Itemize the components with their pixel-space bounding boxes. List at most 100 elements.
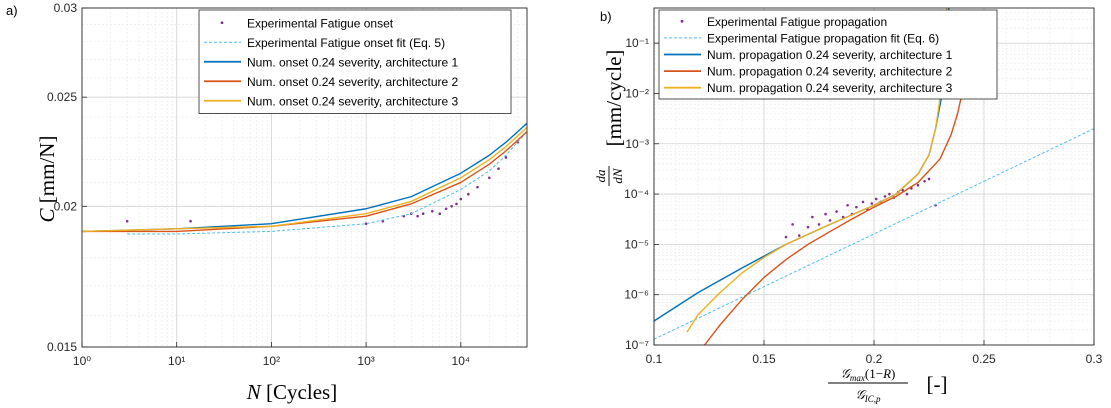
- legend-entry: Num. onset 0.24 severity, architecture 3: [204, 94, 459, 108]
- panel-b-ylabel: da dN [mm/cycle]: [593, 50, 626, 186]
- legend-entry: Num. propagation 0.24 severity, architec…: [664, 81, 953, 95]
- series-2-line: [654, 128, 1094, 340]
- data-point: [824, 212, 827, 216]
- data-point: [883, 195, 887, 198]
- data-point: [189, 219, 192, 223]
- data-point: [444, 207, 448, 211]
- y-tick-label: 10⁻⁵: [624, 237, 649, 251]
- x-tick-label: 0.2: [866, 352, 883, 366]
- svg-text:𝒢max(1−R): 𝒢max(1−R): [841, 366, 896, 383]
- panel-a: a) 10⁰ 10¹ 10² 10³ 10⁴ 0.015 0.02 0.025 0.03 N […: [6, 1, 528, 404]
- panel-a-ylabel: C [mm/N]: [35, 136, 59, 223]
- x-tick-label: 0.25: [972, 352, 996, 366]
- y-tick-label: 0.03: [54, 1, 78, 15]
- data-point: [497, 167, 500, 170]
- data-point: [846, 203, 849, 207]
- legend-entry: Num. propagation 0.24 severity, architec…: [664, 65, 953, 79]
- data-point: [905, 192, 909, 196]
- legend-label: Num. propagation 0.24 severity, architec…: [707, 65, 953, 79]
- legend-entry: Experimental Fatigue onset: [220, 16, 394, 30]
- panel-a-frame: [81, 7, 528, 348]
- x-tick-label: 0.15: [752, 352, 776, 366]
- data-point: [817, 223, 821, 226]
- data-point: [923, 179, 926, 183]
- data-point: [784, 235, 788, 239]
- y-tick-label: 0.015: [47, 340, 77, 354]
- y-tick-label: 0.025: [47, 90, 77, 104]
- svg-text:[-]: [-]: [927, 372, 948, 396]
- data-point: [870, 202, 874, 205]
- x-tick-label: 10²: [263, 354, 280, 368]
- data-point: [430, 209, 434, 213]
- y-tick-label: 10⁻¹: [625, 36, 649, 50]
- data-point: [916, 183, 920, 187]
- legend-box: [658, 9, 998, 100]
- legend-label: Num. onset 0.24 severity, architecture 3: [247, 94, 459, 108]
- data-point: [861, 200, 865, 204]
- data-point: [421, 212, 425, 215]
- data-point: [416, 214, 419, 218]
- data-point: [888, 192, 891, 196]
- legend-entry: Num. onset 0.24 severity, architecture 1: [204, 55, 459, 69]
- panel-a-tag: a): [6, 3, 18, 18]
- x-tick-label: 10¹: [168, 354, 185, 368]
- data-point: [504, 156, 508, 159]
- data-point: [459, 197, 463, 201]
- legend-label: Num. onset 0.24 severity, architecture 1: [247, 55, 459, 69]
- panel-a-xlabel: N [Cycles]: [246, 380, 337, 404]
- series-4-line: [704, 93, 963, 345]
- legend-label: Num. onset 0.24 severity, architecture 2: [247, 75, 459, 89]
- data-point: [488, 176, 491, 180]
- panel-b-xlabel: 𝒢max(1−R) 𝒢IC,p [-]: [828, 366, 947, 404]
- data-point: [438, 212, 442, 215]
- series-3-line: [82, 122, 527, 233]
- series-4-line: [82, 131, 527, 233]
- panel-a-axis-labels: N [Cycles] C [mm/N]: [35, 136, 337, 404]
- y-tick-label: 10⁻⁷: [625, 338, 649, 352]
- data-point: [455, 202, 458, 206]
- y-tick-label: 0.02: [54, 199, 78, 213]
- svg-text:[mm/cycle]: [mm/cycle]: [602, 50, 626, 147]
- series-5-line: [686, 8, 948, 333]
- y-tick-label: 10⁻⁶: [624, 288, 649, 302]
- series-2-line: [127, 131, 527, 235]
- legend-box: [198, 9, 512, 114]
- y-tick-label: 10⁻⁴: [624, 187, 649, 201]
- legend-entry: Experimental Fatigue propagation: [680, 15, 887, 29]
- data-point: [874, 197, 878, 201]
- legend-entry: Experimental Fatigue onset fit (Eq. 5): [204, 36, 445, 50]
- panel-b-ticks: 0.1 0.15 0.2 0.25 0.3 10⁻⁷ 10⁻⁶ 10⁻⁵ 10⁻⁴ 10⁻³ 10⁻…: [624, 36, 1103, 366]
- data-point: [125, 219, 129, 223]
- x-tick-label: 10³: [357, 354, 374, 368]
- svg-text:da: da: [593, 169, 608, 183]
- data-point: [791, 223, 794, 226]
- x-tick-label: 10⁴: [452, 354, 471, 368]
- legend-label: Num. propagation 0.24 severity, architec…: [707, 81, 953, 95]
- data-point: [927, 177, 931, 181]
- legend-label: Experimental Fatigue propagation: [707, 15, 887, 29]
- panel-b-legend: Experimental Fatigue propagation Experime…: [658, 9, 998, 100]
- legend-marker: [680, 19, 684, 23]
- panel-a-ticks: 10⁰ 10¹ 10² 10³ 10⁴ 0.015 0.02 0.025 0.03: [47, 1, 470, 368]
- legend-entry: Experimental Fatigue propagation fit (Eq…: [664, 31, 939, 45]
- data-point: [797, 234, 801, 237]
- legend-label: Experimental Fatigue onset: [247, 16, 394, 30]
- x-tick-label: 10⁰: [73, 354, 91, 368]
- legend-marker: [220, 21, 224, 25]
- data-point: [835, 210, 838, 213]
- panel-b: b) 0.1 0.15 0.2 0.25 0.3 10⁻⁷ 10⁻⁶ 10⁻⁵ 10⁻⁴ 10⁻³…: [593, 7, 1103, 404]
- panel-b-tag: b): [600, 9, 612, 24]
- x-tick-label: 0.1: [646, 352, 663, 366]
- data-point: [467, 192, 470, 196]
- legend-label: Experimental Fatigue propagation fit (Eq…: [707, 31, 939, 45]
- svg-text:dN: dN: [610, 167, 625, 184]
- svg-text:𝒢IC,p: 𝒢IC,p: [855, 387, 881, 404]
- series-5-line: [82, 126, 527, 233]
- axes-frame: [81, 7, 528, 348]
- panel-a-series: [82, 122, 527, 235]
- data-point: [855, 205, 858, 209]
- data-point: [476, 185, 479, 189]
- x-tick-label: 0.3: [1086, 352, 1103, 366]
- panel-b-axis-labels: 𝒢max(1−R) 𝒢IC,p [-] da dN [mm/cycle]: [593, 50, 947, 404]
